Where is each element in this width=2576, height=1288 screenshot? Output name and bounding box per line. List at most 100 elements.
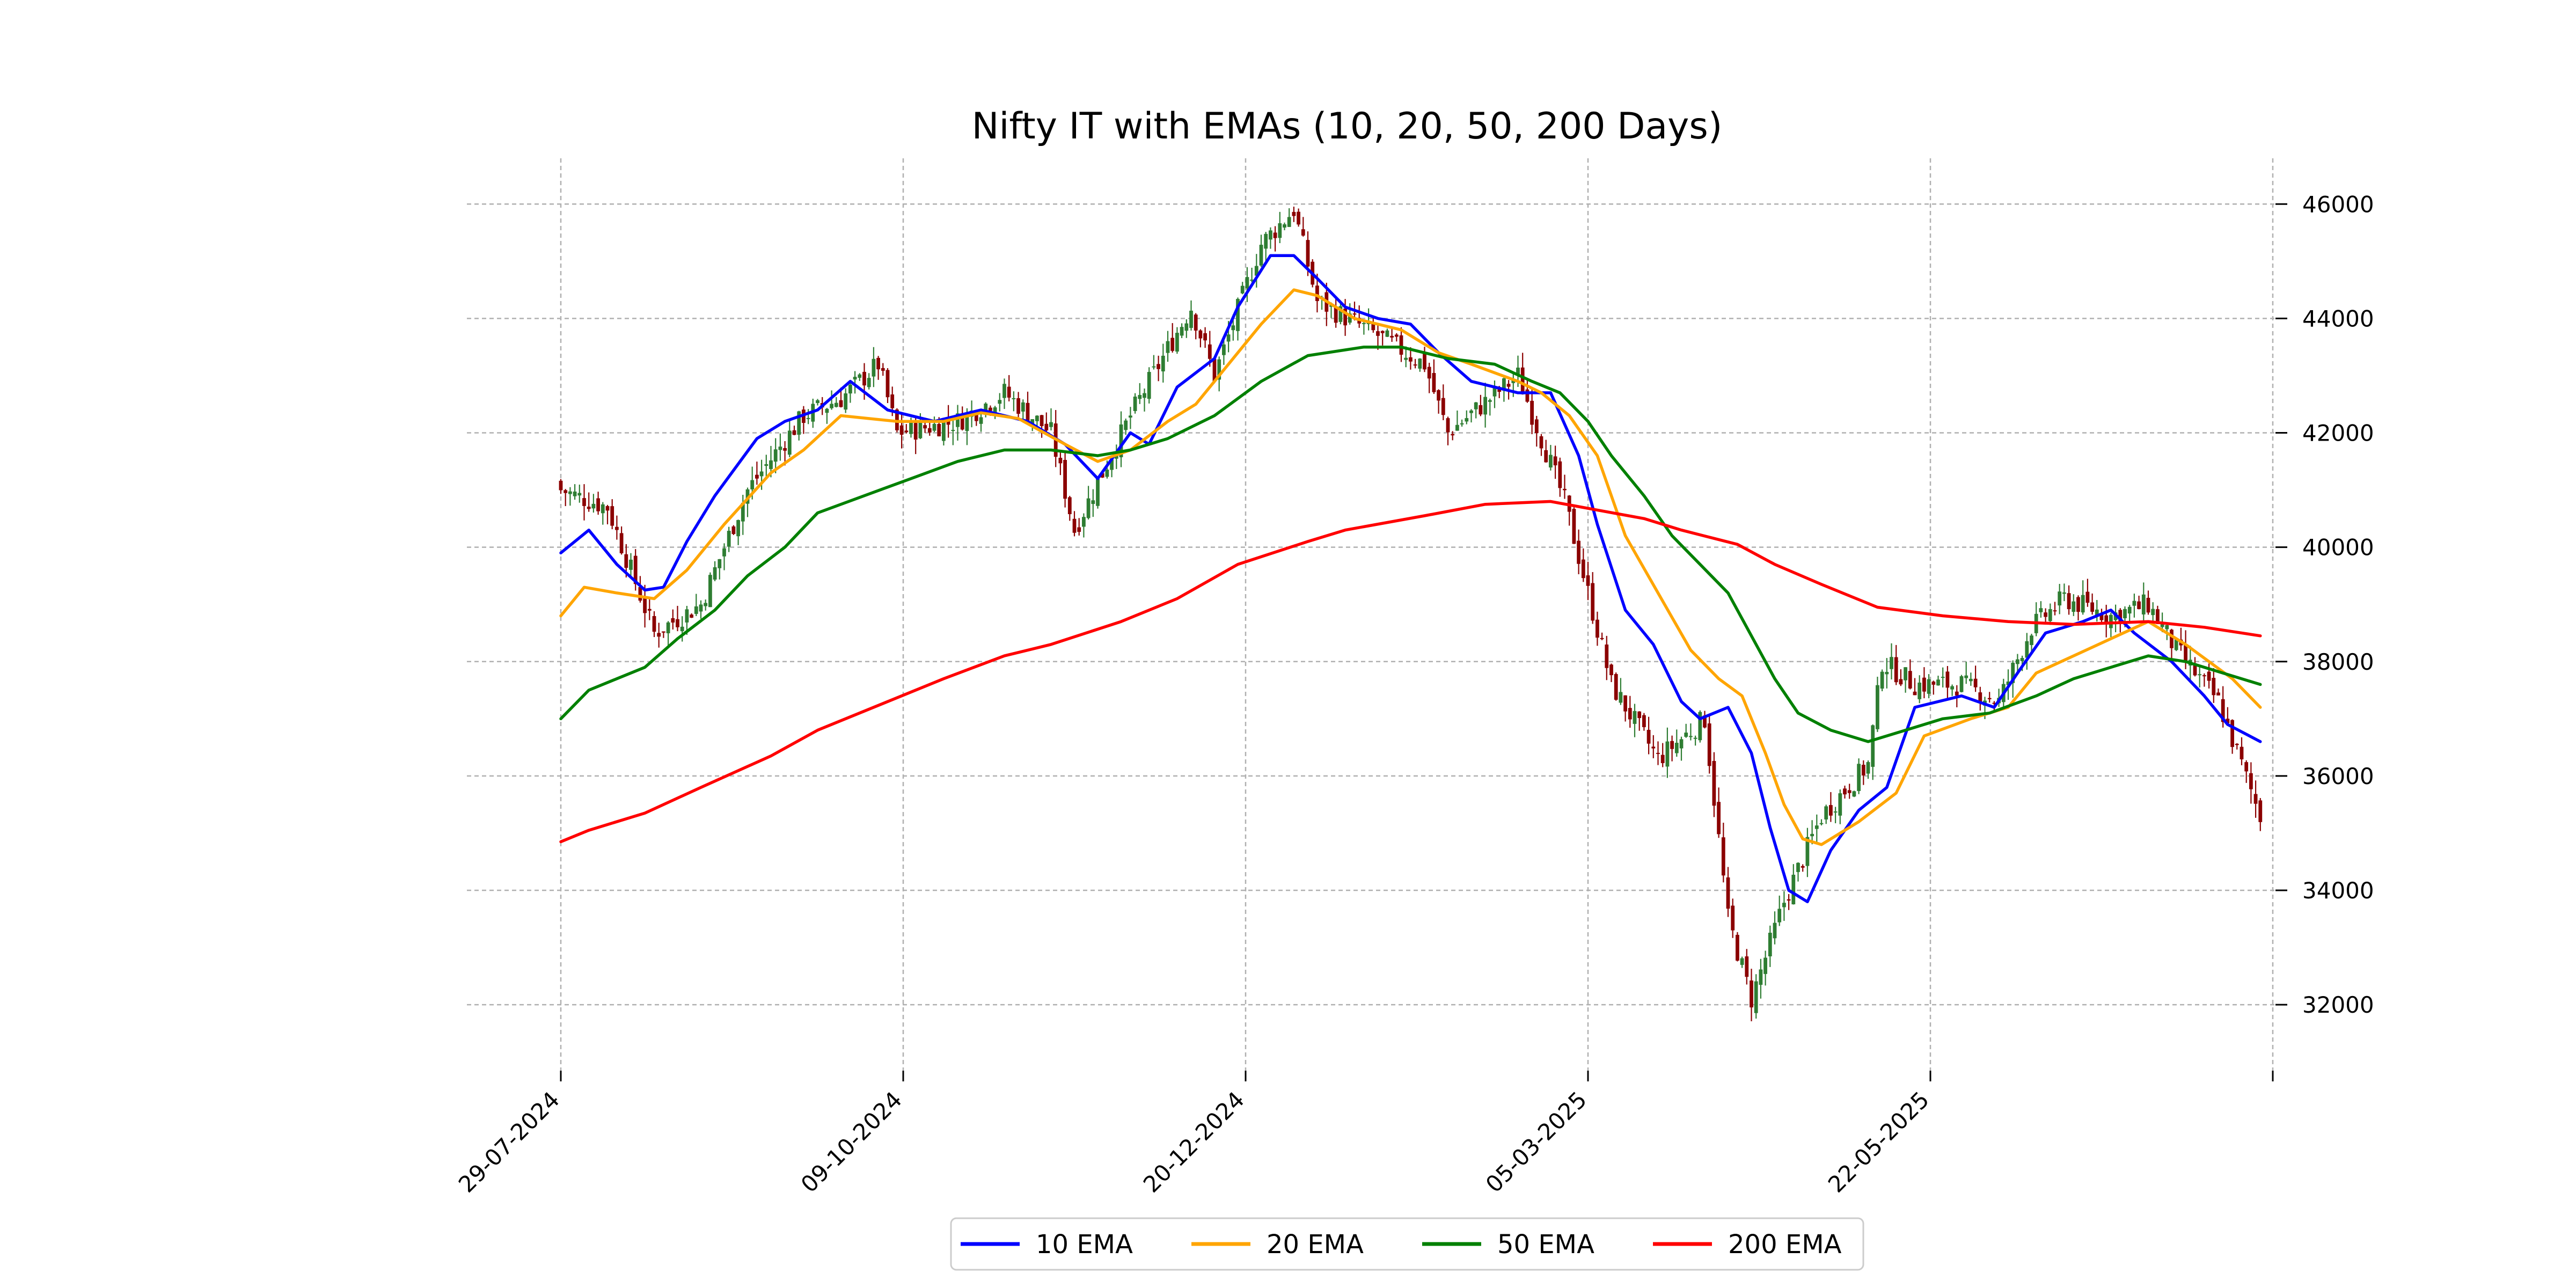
candle [2258, 798, 2263, 831]
candle [652, 611, 656, 638]
candle [1049, 408, 1053, 431]
candle [1791, 864, 1796, 905]
legend-item: 200 EMA [1653, 1230, 1842, 1260]
candle [1129, 407, 1132, 429]
candle [1609, 663, 1613, 682]
candle [1077, 518, 1081, 536]
candle [1670, 735, 1674, 762]
candle [1750, 969, 1753, 1021]
candle [2141, 582, 2146, 623]
candle [1534, 415, 1539, 447]
candle [2230, 719, 2234, 754]
candle [1941, 667, 1945, 688]
candle [1180, 323, 1184, 339]
candle [998, 393, 1002, 412]
legend-label: 20 EMA [1267, 1230, 1364, 1260]
candle [1119, 411, 1123, 467]
candle [568, 487, 572, 506]
candle [1166, 331, 1170, 362]
candle [1012, 391, 1016, 412]
candle [1880, 669, 1884, 692]
candle [942, 420, 946, 446]
candle [1170, 323, 1175, 353]
candle [2034, 602, 2038, 636]
candle [1297, 208, 1300, 227]
candle [848, 381, 852, 403]
candle [1698, 710, 1702, 743]
candle [1451, 431, 1455, 441]
candle [1973, 665, 1978, 692]
candle [647, 597, 652, 620]
candle [1469, 409, 1473, 423]
candle [1754, 974, 1758, 1019]
candle [1619, 678, 1623, 705]
candle [1633, 704, 1637, 737]
candle [1161, 343, 1165, 383]
candle [834, 397, 838, 408]
candle [1143, 388, 1146, 412]
candle [745, 487, 750, 517]
candle [1866, 760, 1870, 779]
candle [1978, 686, 1982, 711]
candle [2202, 673, 2206, 687]
candle [1945, 666, 1950, 698]
candle [773, 438, 778, 473]
candle [830, 390, 833, 410]
candle [956, 405, 960, 441]
candle [1894, 645, 1898, 685]
candle [718, 559, 722, 580]
candle [731, 525, 736, 535]
candle [1721, 822, 1725, 883]
candle [1539, 434, 1543, 456]
candle [680, 616, 684, 642]
candle [844, 388, 848, 413]
candle [1147, 367, 1151, 404]
candle [1805, 828, 1810, 877]
candle [885, 368, 890, 403]
candle [1380, 330, 1385, 346]
candle [792, 426, 796, 436]
candle [1890, 643, 1893, 680]
candle [1474, 402, 1478, 419]
candle [1091, 489, 1095, 517]
chart-legend: 10 EMA 20 EMA 50 EMA 200 EMA [950, 1217, 1864, 1271]
candle [1899, 669, 1903, 686]
candle [629, 553, 633, 577]
candle [1777, 895, 1782, 926]
candle [2076, 595, 2080, 621]
x-tick-label: 29-07-2024 [453, 1086, 565, 1197]
candle [1600, 632, 1604, 640]
x-tick-label: 22-05-2025 [1823, 1086, 1934, 1197]
candle [1969, 672, 1973, 686]
candle [1693, 735, 1697, 746]
y-tick-label: 44000 [2302, 305, 2374, 332]
candle [2113, 604, 2118, 633]
candle [1016, 392, 1020, 418]
candle [806, 409, 810, 425]
candle [1520, 353, 1525, 395]
candle [587, 492, 591, 512]
candle [619, 526, 624, 555]
candle [601, 502, 605, 525]
ema-line-200 [559, 500, 2262, 844]
candle [1394, 333, 1399, 342]
candle [1674, 729, 1679, 757]
legend-box [950, 1217, 1864, 1271]
candle [1703, 711, 1707, 729]
candle [2198, 665, 2202, 687]
candle [615, 515, 619, 540]
candle [582, 484, 586, 521]
candle [1441, 384, 1445, 420]
ema-lines-layer [559, 254, 2262, 904]
candle [881, 363, 885, 376]
candle [1072, 511, 1077, 537]
candle [951, 417, 955, 445]
candle [1530, 389, 1534, 434]
candle [1240, 282, 1245, 295]
candle [825, 408, 829, 424]
candle [2132, 594, 2136, 618]
candle [1577, 529, 1580, 574]
candle [2137, 595, 2141, 610]
candle [1852, 791, 1856, 797]
candle [1558, 457, 1562, 497]
